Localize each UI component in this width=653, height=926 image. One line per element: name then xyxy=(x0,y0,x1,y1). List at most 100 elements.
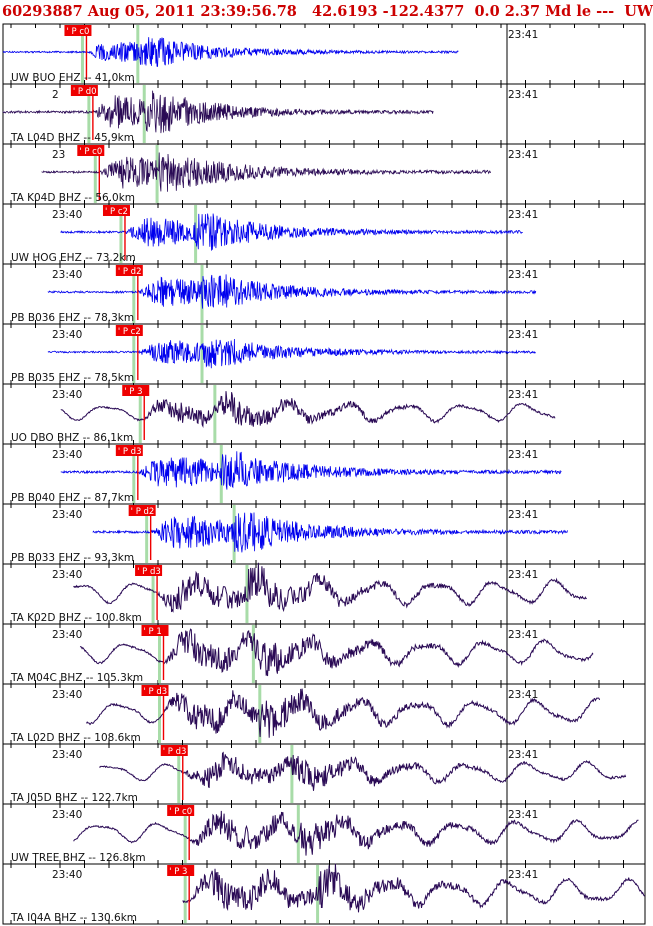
pick-flag[interactable]: ' P c2 xyxy=(102,205,130,217)
pick-label: ' P c2 xyxy=(118,327,141,337)
time-label-right: 23:41 xyxy=(508,689,538,701)
trace-row: ' P d0 2 23:41 TA L04D BHZ -- 45.9km xyxy=(2,83,646,145)
time-label-left: 23:40 xyxy=(52,509,82,521)
pick-flag[interactable]: ' P 3 xyxy=(122,385,150,397)
time-label-right: 23:41 xyxy=(508,149,538,161)
pick-flag[interactable]: ' P c2 xyxy=(115,325,143,337)
time-label-left: 23:40 xyxy=(52,389,82,401)
station-label: TA K02D BHZ -- 100.8km xyxy=(10,612,142,624)
time-label-right: 23:41 xyxy=(508,569,538,581)
station-label: TA I04A BHZ -- 130.6km xyxy=(10,912,137,924)
pick-flag[interactable]: ' P d3 xyxy=(135,565,163,577)
trace-row: ' P d2 23:40 23:41 PB B033 EHZ -- 93.3km xyxy=(2,503,646,565)
trace-row: ' P d3 23:40 23:41 TA J05D BHZ -- 122.7km xyxy=(2,743,646,805)
time-label-left: 23 xyxy=(52,149,65,161)
time-label-right: 23:41 xyxy=(508,209,538,221)
time-label-left: 23:40 xyxy=(52,809,82,821)
trace-row: ' P c2 23:40 23:41 PB B035 EHZ -- 78.5km xyxy=(2,323,646,385)
time-label-right: 23:41 xyxy=(508,269,538,281)
time-label-right: 23:41 xyxy=(508,329,538,341)
waveform xyxy=(41,152,491,192)
pick-label: ' P c0 xyxy=(169,807,192,817)
trace-row: ' P d3 23:40 23:41 TA K02D BHZ -- 100.8km xyxy=(2,562,646,625)
pick-label: ' P d3 xyxy=(144,687,168,697)
pick-flag[interactable]: ' P d0 xyxy=(70,85,98,97)
pick-flag[interactable]: ' P d2 xyxy=(115,265,143,277)
pick-label: ' P c0 xyxy=(66,27,89,37)
pick-label: ' P d2 xyxy=(118,267,142,277)
pick-label: ' P d0 xyxy=(73,87,97,97)
station-label: PB B035 EHZ -- 78.5km xyxy=(11,372,134,384)
waveform xyxy=(2,90,434,134)
time-label-right: 23:41 xyxy=(508,389,538,401)
pick-flag[interactable]: ' P d3 xyxy=(160,745,188,757)
time-label-left: 23:40 xyxy=(52,569,82,581)
time-label-left: 23:40 xyxy=(52,449,82,461)
pick-flag[interactable]: ' P d3 xyxy=(115,445,143,457)
pick-flag-box xyxy=(77,145,105,156)
event-header: 60293887 Aug 05, 2011 23:39:56.78 42.619… xyxy=(2,3,653,20)
pick-label: ' P c2 xyxy=(105,207,128,217)
pick-flag-box xyxy=(115,445,143,456)
waveform xyxy=(99,751,627,791)
pick-flag[interactable]: ' P d2 xyxy=(128,505,156,517)
pick-flag[interactable]: ' P 3 xyxy=(167,865,195,877)
station-label: TA L02D BHZ -- 108.6km xyxy=(10,732,141,744)
pick-flag-box xyxy=(128,505,156,516)
trace-row: ' P c0 23 23:41 TA K04D BHZ -- 56.0km xyxy=(2,143,646,205)
pick-label: ' P 3 xyxy=(124,387,142,397)
pick-flag[interactable]: ' P d3 xyxy=(141,685,169,697)
pick-flag[interactable]: ' P 1 xyxy=(141,625,169,637)
trace-row: ' P d2 23:40 23:41 PB B036 EHZ -- 78.3km xyxy=(2,263,646,325)
pick-flag-box xyxy=(141,685,169,696)
pick-flag-box xyxy=(122,385,150,396)
time-label-left: 23:40 xyxy=(52,689,82,701)
station-label: PB B033 EHZ -- 93.3km xyxy=(11,552,134,564)
pick-label: ' P d2 xyxy=(131,507,155,517)
waveform xyxy=(73,810,639,856)
pick-label: ' P d3 xyxy=(118,447,142,457)
station-label: TA M04C BHZ -- 105.3km xyxy=(10,672,143,684)
station-label: UW HOG EHZ -- 73.2km xyxy=(11,252,136,264)
station-label: TA J05D BHZ -- 122.7km xyxy=(10,792,138,804)
pick-flag-box xyxy=(167,865,195,876)
pick-flag-box xyxy=(64,25,92,36)
time-label-left: 23:40 xyxy=(52,629,82,641)
pick-flag-box xyxy=(135,565,163,576)
pick-label: ' P d3 xyxy=(163,747,187,757)
station-label: PB B040 EHZ -- 87.7km xyxy=(11,492,134,504)
pick-label: ' P 1 xyxy=(144,627,162,637)
waveform xyxy=(60,391,556,428)
time-label-right: 23:41 xyxy=(508,29,538,41)
trace-frame xyxy=(2,323,646,385)
trace-row: ' P c0 23:40 23:41 UW TREE BHZ -- 126.8km xyxy=(2,803,646,865)
trace-row: ' P c0 23:41 UW BUO EHZ -- 41.0km xyxy=(2,23,646,85)
pick-label: ' P c0 xyxy=(79,147,102,157)
pick-flag-box xyxy=(70,85,98,96)
pick-flag[interactable]: ' P c0 xyxy=(167,805,195,817)
station-label: PB B036 EHZ -- 78.3km xyxy=(11,312,134,324)
pick-flag[interactable]: ' P c0 xyxy=(77,145,105,157)
pick-flag-box xyxy=(141,625,169,636)
waveform xyxy=(2,37,459,67)
pick-flag-box xyxy=(160,745,188,756)
waveform xyxy=(79,628,594,677)
trace-row: ' P 3 23:40 23:41 UO DBO BHZ -- 86.1km xyxy=(2,383,646,445)
time-label-left: 23:40 xyxy=(52,749,82,761)
waveform xyxy=(92,512,568,553)
time-label-left: 23:40 xyxy=(52,269,82,281)
waveform xyxy=(182,863,646,913)
pick-flag[interactable]: ' P c0 xyxy=(64,25,92,37)
trace-row: ' P c2 23:40 23:41 UW HOG EHZ -- 73.2km xyxy=(2,203,646,265)
trace-row: ' P 1 23:40 23:41 TA M04C BHZ -- 105.3km xyxy=(2,623,646,685)
time-label-right: 23:41 xyxy=(508,749,538,761)
waveform xyxy=(73,562,587,613)
pick-flag-box xyxy=(115,265,143,276)
waveform xyxy=(60,451,562,490)
time-label-left: 23:40 xyxy=(52,209,82,221)
station-label: TA L04D BHZ -- 45.9km xyxy=(10,132,134,144)
trace-frame xyxy=(2,563,646,625)
waveform xyxy=(60,213,523,251)
station-label: UO DBO BHZ -- 86.1km xyxy=(11,432,133,444)
